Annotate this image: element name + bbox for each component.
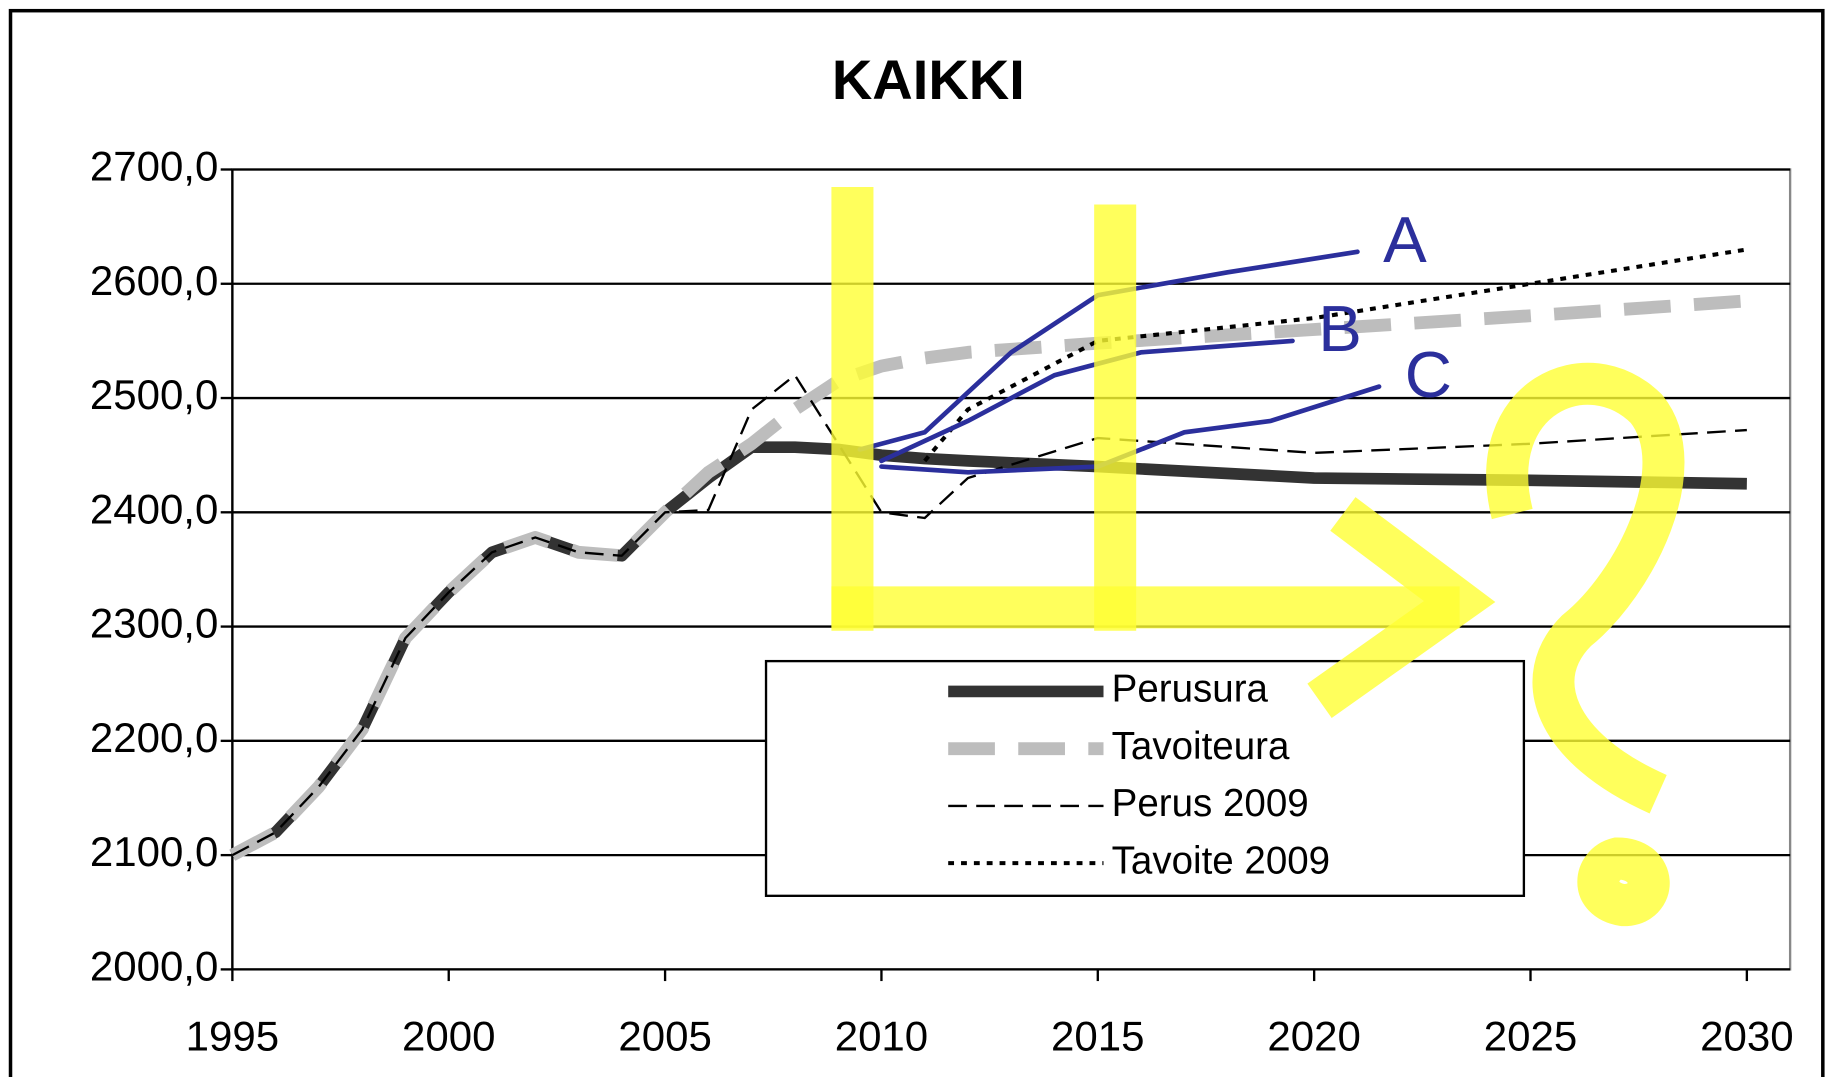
chart-title: KAIKKI	[832, 48, 1025, 111]
legend-items: Perusura Tavoiteura Perus 2009 Tavoite 2009	[948, 668, 1330, 882]
x-tick-label: 2015	[1051, 1013, 1144, 1060]
y-tick-label: 2300,0	[90, 600, 219, 647]
annotations: ABC	[857, 203, 1452, 475]
x-tick-label: 2005	[618, 1013, 711, 1060]
highlight	[1486, 362, 1685, 814]
annotation-label: C	[1405, 338, 1452, 411]
legend-label: Tavoite 2009	[1112, 839, 1330, 882]
highlight	[1307, 497, 1496, 718]
highlighter-marks	[831, 187, 1685, 927]
highlight	[1577, 837, 1670, 927]
x-tick-label: 1995	[186, 1013, 279, 1060]
y-tick-label: 2200,0	[90, 714, 219, 761]
annotation-line	[879, 384, 1382, 475]
series-line	[231, 374, 1747, 857]
annotation-line	[879, 338, 1295, 464]
annotation-line	[857, 249, 1360, 452]
legend-label: Perusura	[1112, 668, 1269, 711]
legend: Perusura Tavoiteura Perus 2009 Tavoite 2009	[764, 659, 1526, 897]
plot-area: 2000,0 2100,0 2200,0 2300,0 2400,0 2500,0 2600…	[90, 143, 1794, 1060]
x-tick-label: 2025	[1484, 1013, 1577, 1060]
y-tick-label: 2400,0	[90, 485, 219, 532]
annotation-label: A	[1383, 203, 1427, 276]
x-tick-label: 2010	[835, 1013, 928, 1060]
y-tick-label: 2600,0	[90, 257, 219, 304]
x-tick-label: 2000	[402, 1013, 495, 1060]
annotation-label: B	[1318, 292, 1362, 365]
legend-label: Tavoiteura	[1112, 725, 1290, 768]
y-tick-label: 2000,0	[90, 943, 219, 990]
series-line	[923, 247, 1748, 463]
x-tick-label: 2030	[1700, 1013, 1793, 1060]
legend-label: Perus 2009	[1112, 782, 1309, 825]
y-tick-label: 2700,0	[90, 143, 219, 190]
y-tick-label: 2500,0	[90, 371, 219, 418]
frame	[8, 8, 1825, 1077]
x-tick-label: 2020	[1267, 1013, 1360, 1060]
y-tick-label: 2100,0	[90, 828, 219, 875]
legend-box	[764, 659, 1526, 897]
